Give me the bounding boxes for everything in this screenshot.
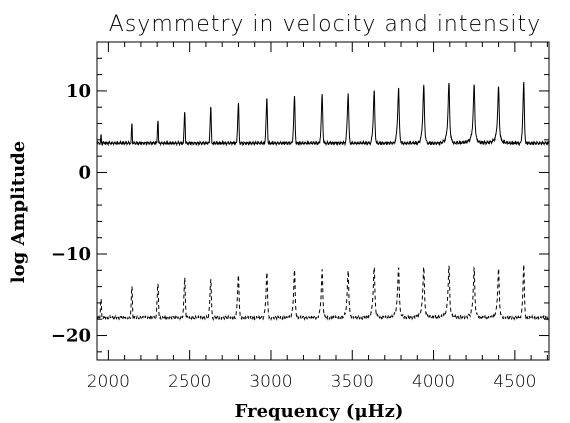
x-tick-label: 2000 (87, 372, 130, 392)
x-tick-label: 3500 (331, 372, 374, 392)
y-tick-label: 10 (66, 81, 91, 102)
y-tick-label: 0 (78, 162, 91, 183)
y-tick-label: −10 (51, 244, 91, 265)
y-tick-label: −20 (51, 326, 91, 347)
y-axis: −20 −10 0 10 (51, 41, 549, 353)
plot-frame (96, 41, 550, 361)
x-tick-label: 3000 (249, 372, 292, 392)
y-axis-label: log Amplitude (8, 141, 29, 283)
series-layer (96, 81, 550, 322)
intensity-series-line (96, 264, 550, 322)
plot-border (96, 41, 550, 361)
x-tick-label: 2500 (168, 372, 211, 392)
x-axis: 2000 2500 3000 3500 4000 4500 (87, 42, 548, 392)
x-tick-label: 4500 (493, 372, 536, 392)
velocity-series-line (96, 81, 550, 147)
x-axis-label: Frequency (μHz) (235, 401, 404, 422)
x-tick-label: 4000 (412, 372, 455, 392)
chart-title: Asymmetry in velocity and intensity (109, 12, 541, 37)
